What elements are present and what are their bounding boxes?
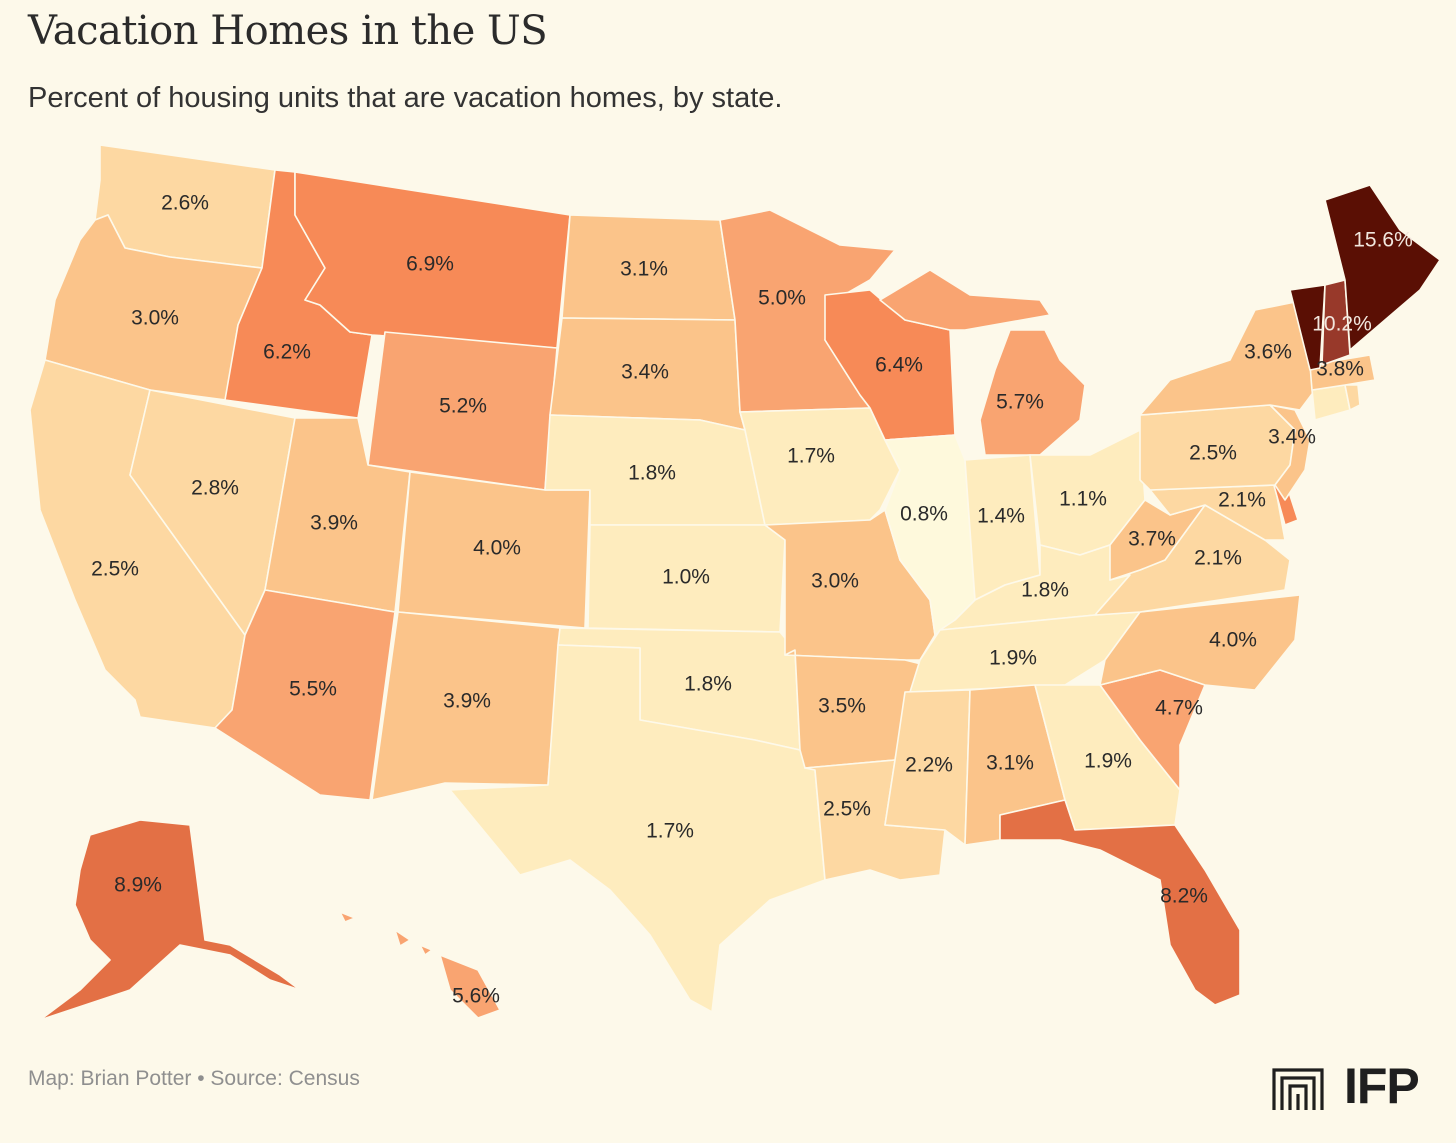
state-label-sc: 4.7% xyxy=(1155,697,1203,720)
state-label-tn: 1.9% xyxy=(989,647,1037,670)
state-label-la: 2.5% xyxy=(823,798,871,821)
state-label-nd: 3.1% xyxy=(620,258,668,281)
state-label-mo: 3.0% xyxy=(811,570,859,593)
state-label-ak: 8.9% xyxy=(114,874,162,897)
page-title: Vacation Homes in the US xyxy=(28,8,548,54)
state-nh xyxy=(1321,279,1351,366)
state-ks xyxy=(587,524,786,633)
state-az xyxy=(214,589,396,801)
states-layer xyxy=(29,144,1441,1021)
ifp-logo: IFP xyxy=(1272,1058,1420,1114)
state-nc xyxy=(1099,594,1301,691)
state-label-nc: 4.0% xyxy=(1209,629,1257,652)
state-nm xyxy=(371,611,561,801)
state-label-nm: 3.9% xyxy=(443,690,491,713)
state-label-or: 3.0% xyxy=(131,307,179,330)
state-label-ia: 1.7% xyxy=(787,445,835,468)
state-label-pa: 2.5% xyxy=(1189,442,1237,465)
state-label-ca: 2.5% xyxy=(91,558,139,581)
state-label-mi: 5.7% xyxy=(996,391,1044,414)
state-label-nv: 2.8% xyxy=(191,477,239,500)
state-label-co: 4.0% xyxy=(473,537,521,560)
state-label-md: 2.1% xyxy=(1218,489,1266,512)
state-nj xyxy=(1269,404,1311,501)
state-label-az: 5.5% xyxy=(289,678,337,701)
state-vt xyxy=(1289,284,1326,371)
state-label-ny: 3.6% xyxy=(1244,341,1292,364)
state-tx xyxy=(449,644,826,1013)
state-label-hi: 5.6% xyxy=(452,985,500,1008)
state-label-wv: 3.7% xyxy=(1128,528,1176,551)
state-label-mn: 5.0% xyxy=(758,287,806,310)
state-label-mt: 6.9% xyxy=(406,253,454,276)
state-label-va: 2.1% xyxy=(1194,547,1242,570)
state-label-nh: 10.2% xyxy=(1312,313,1372,336)
state-wv xyxy=(1109,499,1206,581)
state-label-nj: 3.4% xyxy=(1268,426,1316,449)
state-label-fl: 8.2% xyxy=(1160,885,1208,908)
state-mt xyxy=(294,171,571,349)
state-label-sd: 3.4% xyxy=(621,361,669,384)
ifp-logo-icon xyxy=(1272,1068,1324,1110)
labels-layer: 2.6% 3.0% 2.5% 6.2% 2.8% 6.9% 5.2% 3.9% 5.5% 4.0%… xyxy=(91,192,1413,1008)
state-fl xyxy=(999,799,1241,1006)
state-co xyxy=(397,471,591,629)
state-label-ar: 3.5% xyxy=(818,695,866,718)
state-label-ok: 1.8% xyxy=(684,673,732,696)
state-me xyxy=(1324,184,1441,351)
state-label-ma: 3.8% xyxy=(1316,358,1364,381)
state-mi xyxy=(879,269,1086,456)
state-label-al: 3.1% xyxy=(986,752,1034,775)
state-hi xyxy=(339,911,501,1019)
state-label-ks: 1.0% xyxy=(662,566,710,589)
state-label-in: 1.4% xyxy=(977,505,1025,528)
state-label-ga: 1.9% xyxy=(1084,750,1132,773)
state-label-wy: 5.2% xyxy=(439,395,487,418)
state-label-ut: 3.9% xyxy=(310,512,358,535)
state-ak xyxy=(39,819,301,1021)
state-label-tx: 1.7% xyxy=(646,820,694,843)
state-ct xyxy=(1311,384,1351,421)
state-label-ms: 2.2% xyxy=(905,754,953,777)
state-il xyxy=(884,434,976,636)
state-label-ky: 1.8% xyxy=(1021,579,1069,602)
state-label-il: 0.8% xyxy=(900,503,948,526)
state-label-id: 6.2% xyxy=(263,341,311,364)
page-subtitle: Percent of housing units that are vacati… xyxy=(28,82,783,114)
state-label-ne: 1.8% xyxy=(628,462,676,485)
state-label-me: 15.6% xyxy=(1353,229,1413,252)
ifp-logo-text: IFP xyxy=(1344,1058,1420,1114)
source-credit: Map: Brian Potter • Source: Census xyxy=(28,1067,360,1090)
state-label-oh: 1.1% xyxy=(1059,488,1107,511)
state-label-wa: 2.6% xyxy=(161,192,209,215)
state-ri xyxy=(1344,384,1361,411)
state-label-wi: 6.4% xyxy=(875,354,923,377)
